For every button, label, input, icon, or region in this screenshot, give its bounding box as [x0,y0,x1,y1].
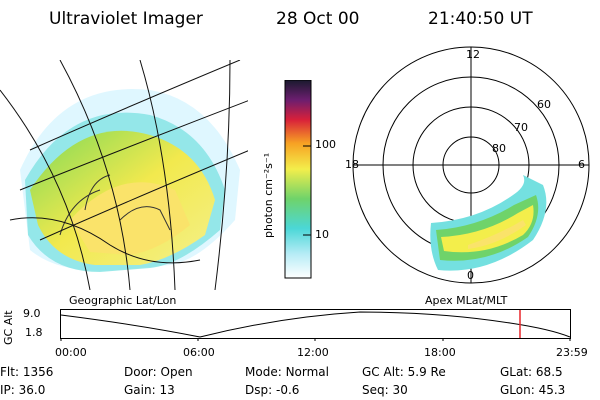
mlt-label-0: 0 [467,269,474,282]
info-glon: GLon: 45.3 [500,383,566,397]
altitude-ytick-1.8: 1.8 [25,326,43,339]
colorbar-unit-label: photon cm⁻²s⁻¹ [262,152,275,238]
altitude-plot [60,309,571,341]
info-dsp: Dsp: -0.6 [245,383,300,397]
mlt-label-18: 18 [345,158,359,171]
altitude-xtick-1200: 12:00 [297,346,329,359]
date-label: 28 Oct 00 [276,9,360,29]
info-gc-alt: GC Alt: 5.9 Re [362,365,446,379]
info-flt: Flt: 1356 [0,365,54,379]
mlt-label-12: 12 [466,48,480,61]
info-glat: GLat: 68.5 [500,365,563,379]
altitude-ytick-9: 9.0 [23,307,41,320]
time-label: 21:40:50 UT [428,9,533,29]
polar-plot [352,46,590,284]
right-panel-caption: Apex MLat/MLT [425,294,508,307]
altitude-xtick-2359: 23:59 [556,346,588,359]
lat-label-60: 60 [537,98,551,111]
lat-label-70: 70 [514,121,528,134]
mlt-label-6: 6 [578,158,585,171]
colorbar-tick-10: 10 [315,228,329,241]
lat-label-80: 80 [492,142,506,155]
colorbar [284,80,312,279]
info-seq: Seq: 30 [362,383,408,397]
instrument-title: Ultraviolet Imager [49,9,203,29]
altitude-xtick-0000: 00:00 [55,346,87,359]
info-ip: IP: 36.0 [0,383,46,397]
altitude-xtick-0600: 06:00 [183,346,215,359]
info-door: Door: Open [124,365,193,379]
geographic-image [0,60,248,290]
info-gain: Gain: 13 [124,383,175,397]
left-panel-caption: Geographic Lat/Lon [69,294,177,307]
colorbar-tick-100: 100 [315,138,336,151]
altitude-ylabel: GC Alt [2,310,15,345]
altitude-xtick-1800: 18:00 [424,346,456,359]
info-mode: Mode: Normal [245,365,329,379]
